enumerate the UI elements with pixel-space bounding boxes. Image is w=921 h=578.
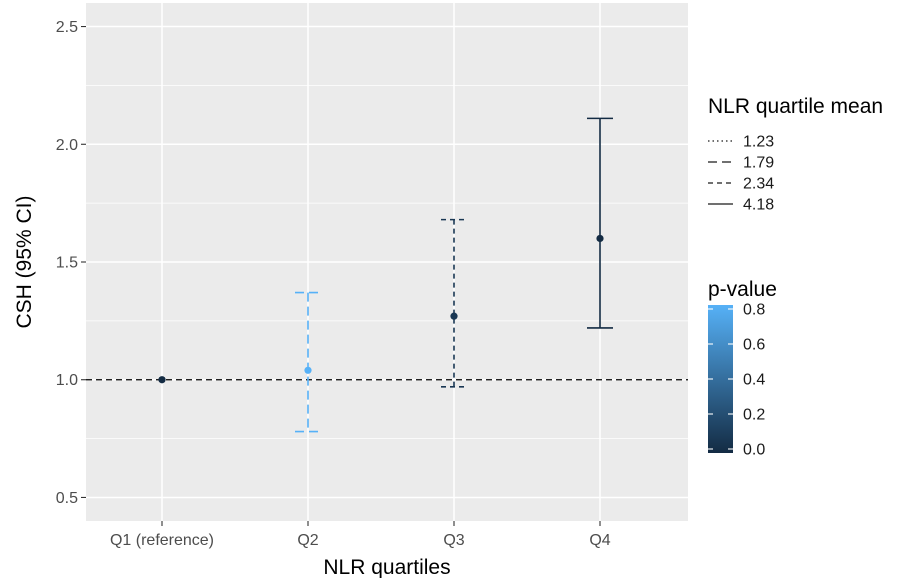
point-estimate-Q1 (reference): [158, 376, 166, 384]
error-bars: [295, 117, 613, 433]
colorbar-label: 0.4: [743, 372, 765, 389]
colorbar-label: 0.0: [743, 442, 765, 459]
colorbar-label: 0.8: [743, 302, 765, 319]
y-tick-label: 0.5: [56, 490, 78, 507]
linetype-legend-label: 1.23: [743, 134, 774, 151]
linetype-legend-label: 2.34: [743, 176, 774, 193]
x-tick-label: Q1 (reference): [110, 532, 214, 549]
x-axis-ticks: Q1 (reference) Q2 Q3 Q4: [110, 521, 611, 549]
y-axis-title: CSH (95% CI): [13, 195, 36, 328]
colorbar-label: 0.2: [743, 407, 765, 424]
linetype-legend: 1.23 1.79 2.34 4.18: [708, 134, 774, 214]
linetype-legend-title: NLR quartile mean: [708, 95, 883, 118]
point-estimates: [158, 234, 604, 384]
y-tick-label: 1.5: [56, 255, 78, 272]
x-tick-label: Q4: [589, 532, 610, 549]
grid-lines: [86, 3, 688, 521]
x-axis-title: NLR quartiles: [323, 556, 450, 578]
linetype-legend-label: 1.79: [743, 155, 774, 172]
y-tick-label: 1.0: [56, 372, 78, 389]
linetype-legend-label: 4.18: [743, 197, 774, 214]
p-value-legend-title: p-value: [708, 278, 777, 301]
point-estimate-Q4: [596, 234, 604, 243]
point-estimate-Q2: [304, 366, 312, 374]
y-tick-label: 2.5: [56, 19, 78, 36]
colorbar-label: 0.6: [743, 337, 765, 354]
p-value-legend-ticks: 0.8 0.6 0.4 0.2 0.0: [708, 302, 765, 459]
point-estimate-Q3: [450, 312, 458, 320]
y-tick-label: 2.0: [56, 137, 78, 154]
y-axis-ticks: 0.5 1.0 1.5 2.0 2.5: [56, 19, 86, 507]
x-tick-label: Q3: [443, 532, 464, 549]
x-tick-label: Q2: [297, 532, 318, 549]
